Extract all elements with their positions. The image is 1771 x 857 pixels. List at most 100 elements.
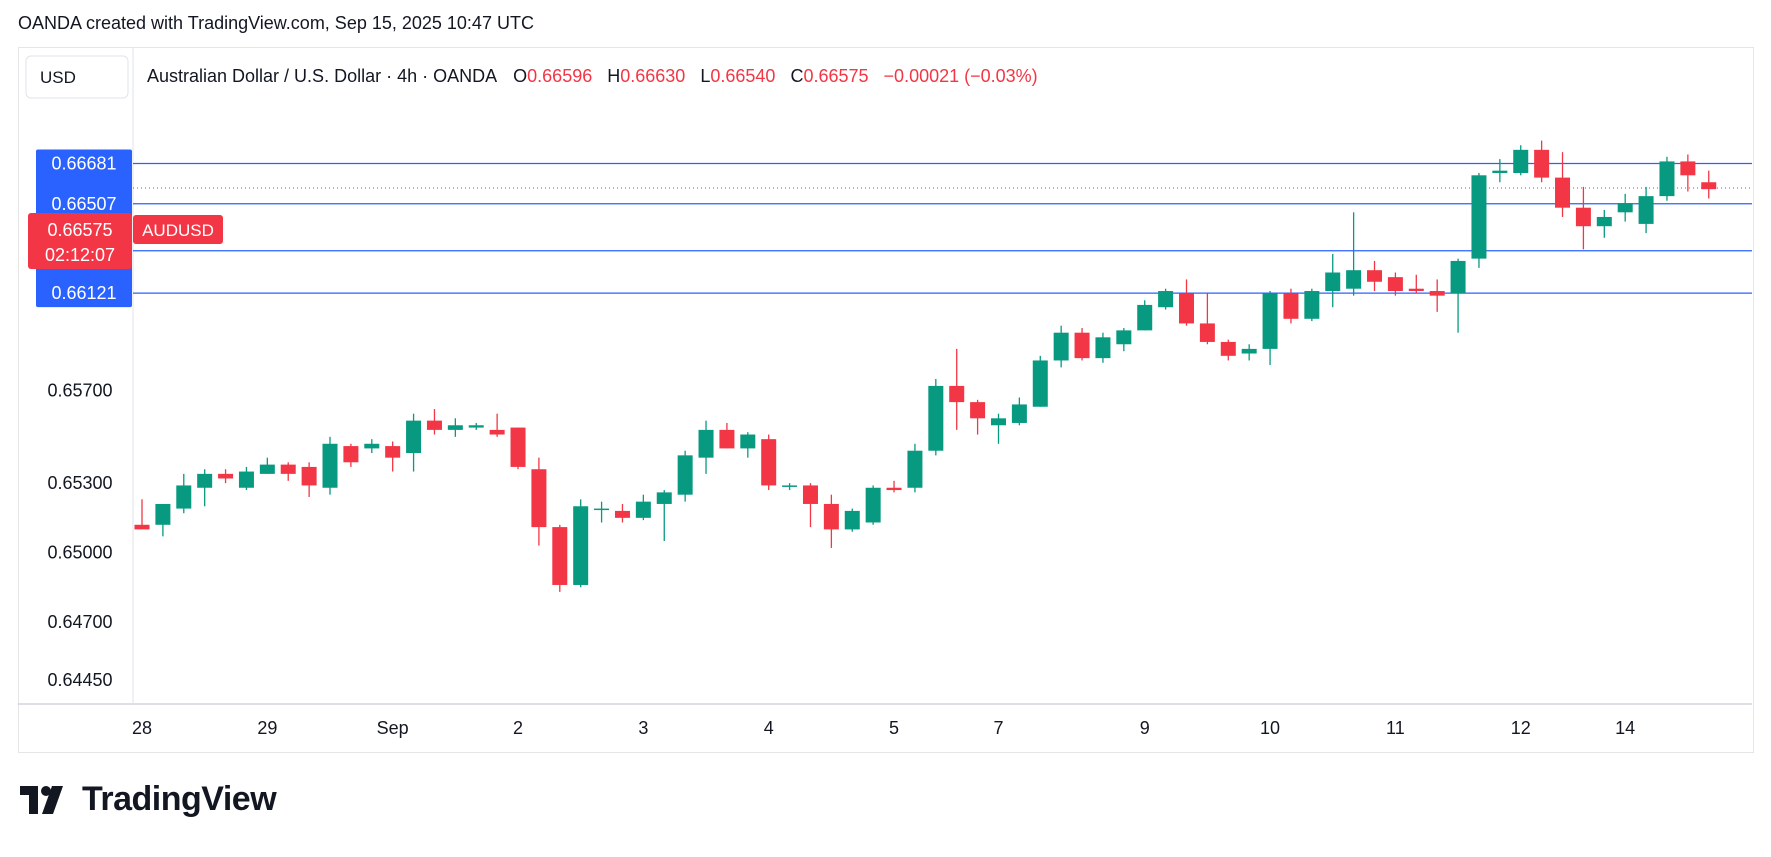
candle-body: [1408, 288, 1424, 292]
candle-body: [594, 508, 610, 511]
candle-body: [1367, 270, 1383, 282]
candle-body: [949, 385, 965, 403]
close-label: C: [790, 66, 803, 86]
candle-body: [677, 455, 693, 495]
change-value: −0.00021 (−0.03%): [884, 66, 1038, 86]
candle-body: [1074, 332, 1090, 359]
horizontal-level-label: 0.66681: [51, 153, 116, 173]
close-value: 0.66575: [803, 66, 868, 86]
candle-body: [155, 503, 171, 525]
candle-body: [1701, 182, 1717, 190]
tradingview-logo-icon: [20, 785, 63, 814]
candle-body: [1638, 196, 1654, 224]
low-value: 0.66540: [710, 66, 775, 86]
time-axis-tick-label: 28: [132, 718, 152, 738]
symbol-tag-label: AUDUSD: [142, 221, 214, 240]
candle-body: [1053, 332, 1069, 361]
tradingview-logo[interactable]: TradingView: [20, 780, 277, 819]
candle-body: [656, 492, 672, 504]
candle-body: [1241, 348, 1257, 354]
time-axis-tick-label: 4: [764, 718, 774, 738]
candle-body: [1095, 337, 1111, 359]
candle-body: [176, 485, 192, 509]
time-axis-tick-label: 9: [1140, 718, 1150, 738]
candle-body: [1513, 149, 1529, 173]
currency-label: USD: [40, 68, 76, 87]
candle-body: [238, 471, 254, 488]
candle-body: [280, 464, 296, 474]
high-label: H: [607, 66, 620, 86]
candle-body: [364, 443, 380, 449]
price-axis-tick-label: 0.64700: [47, 612, 112, 632]
candle-body: [907, 450, 923, 488]
time-axis-tick-label: 11: [1386, 718, 1405, 738]
time-axis: 28 29 Sep 2 3 4 5 7 9 10 11 12 14: [132, 718, 1635, 738]
candle-body: [886, 487, 902, 491]
currency-button[interactable]: USD: [25, 55, 129, 99]
horizontal-level-label: 0.66121: [51, 283, 116, 303]
candle-body: [782, 485, 798, 487]
open-value: 0.66596: [527, 66, 592, 86]
candle-body: [510, 427, 526, 467]
candle-body: [635, 501, 651, 518]
candle-body: [426, 420, 442, 430]
candle-body: [1220, 341, 1236, 356]
tradingview-logo-text: TradingView: [82, 780, 277, 818]
time-axis-tick-label: 2: [513, 718, 523, 738]
time-axis-tick-label: 5: [889, 718, 899, 738]
candle-body: [468, 425, 484, 428]
candle-body: [614, 510, 630, 518]
open-label: O: [513, 66, 527, 86]
ohlc-legend: Australian Dollar / U.S. Dollar · 4h · O…: [147, 66, 1038, 86]
candle-body: [218, 473, 234, 479]
candle-body: [531, 469, 547, 528]
time-axis-tick-label: 10: [1260, 718, 1280, 738]
candle-body: [1116, 330, 1132, 345]
horizontal-level-label: 0.66507: [51, 194, 116, 214]
candle-body: [990, 418, 1006, 426]
candle-body: [761, 439, 777, 486]
time-axis-tick-label: 7: [993, 718, 1003, 738]
candle-body: [1387, 277, 1403, 292]
time-axis-tick-label: Sep: [377, 718, 409, 738]
candle-body: [1555, 177, 1571, 208]
price-axis-tick-label: 0.65300: [47, 473, 112, 493]
candle-body: [1011, 404, 1027, 423]
candle-body: [865, 487, 881, 523]
candle-body: [1158, 291, 1174, 308]
candle-body: [844, 510, 860, 530]
candle-body: [489, 429, 505, 435]
candle-body: [1346, 270, 1362, 289]
time-axis-tick-label: 12: [1511, 718, 1531, 738]
candle-body: [259, 464, 275, 474]
candle-body: [552, 527, 568, 585]
candle-body: [573, 506, 589, 585]
current-price-tag: 0.66575 02:12:07: [28, 213, 132, 269]
symbol-description: Australian Dollar / U.S. Dollar · 4h · O…: [147, 66, 497, 86]
candle-body: [740, 434, 756, 449]
candle-body: [343, 446, 359, 463]
candle-body: [301, 466, 317, 486]
high-value: 0.66630: [620, 66, 685, 86]
candle-body: [1680, 161, 1696, 176]
candle-body: [1450, 260, 1466, 294]
candle-body: [134, 524, 150, 530]
candle-body: [1596, 216, 1612, 227]
candle-body: [197, 473, 213, 488]
candle-body: [1575, 207, 1591, 227]
candle-body: [1199, 323, 1215, 342]
candle-body: [928, 385, 944, 451]
candle-body: [1179, 293, 1194, 324]
candle-body: [1304, 291, 1320, 319]
chart-frame: [18, 47, 1754, 753]
candle-body: [447, 425, 463, 430]
symbol-tag: AUDUSD: [133, 215, 223, 244]
price-axis-tick-label: 0.65700: [47, 381, 112, 401]
candle-body: [322, 443, 338, 488]
candle-body: [1262, 293, 1278, 349]
current-price-label: 0.66575: [47, 220, 112, 240]
candle-body: [1137, 304, 1153, 331]
candle-body: [970, 402, 986, 419]
